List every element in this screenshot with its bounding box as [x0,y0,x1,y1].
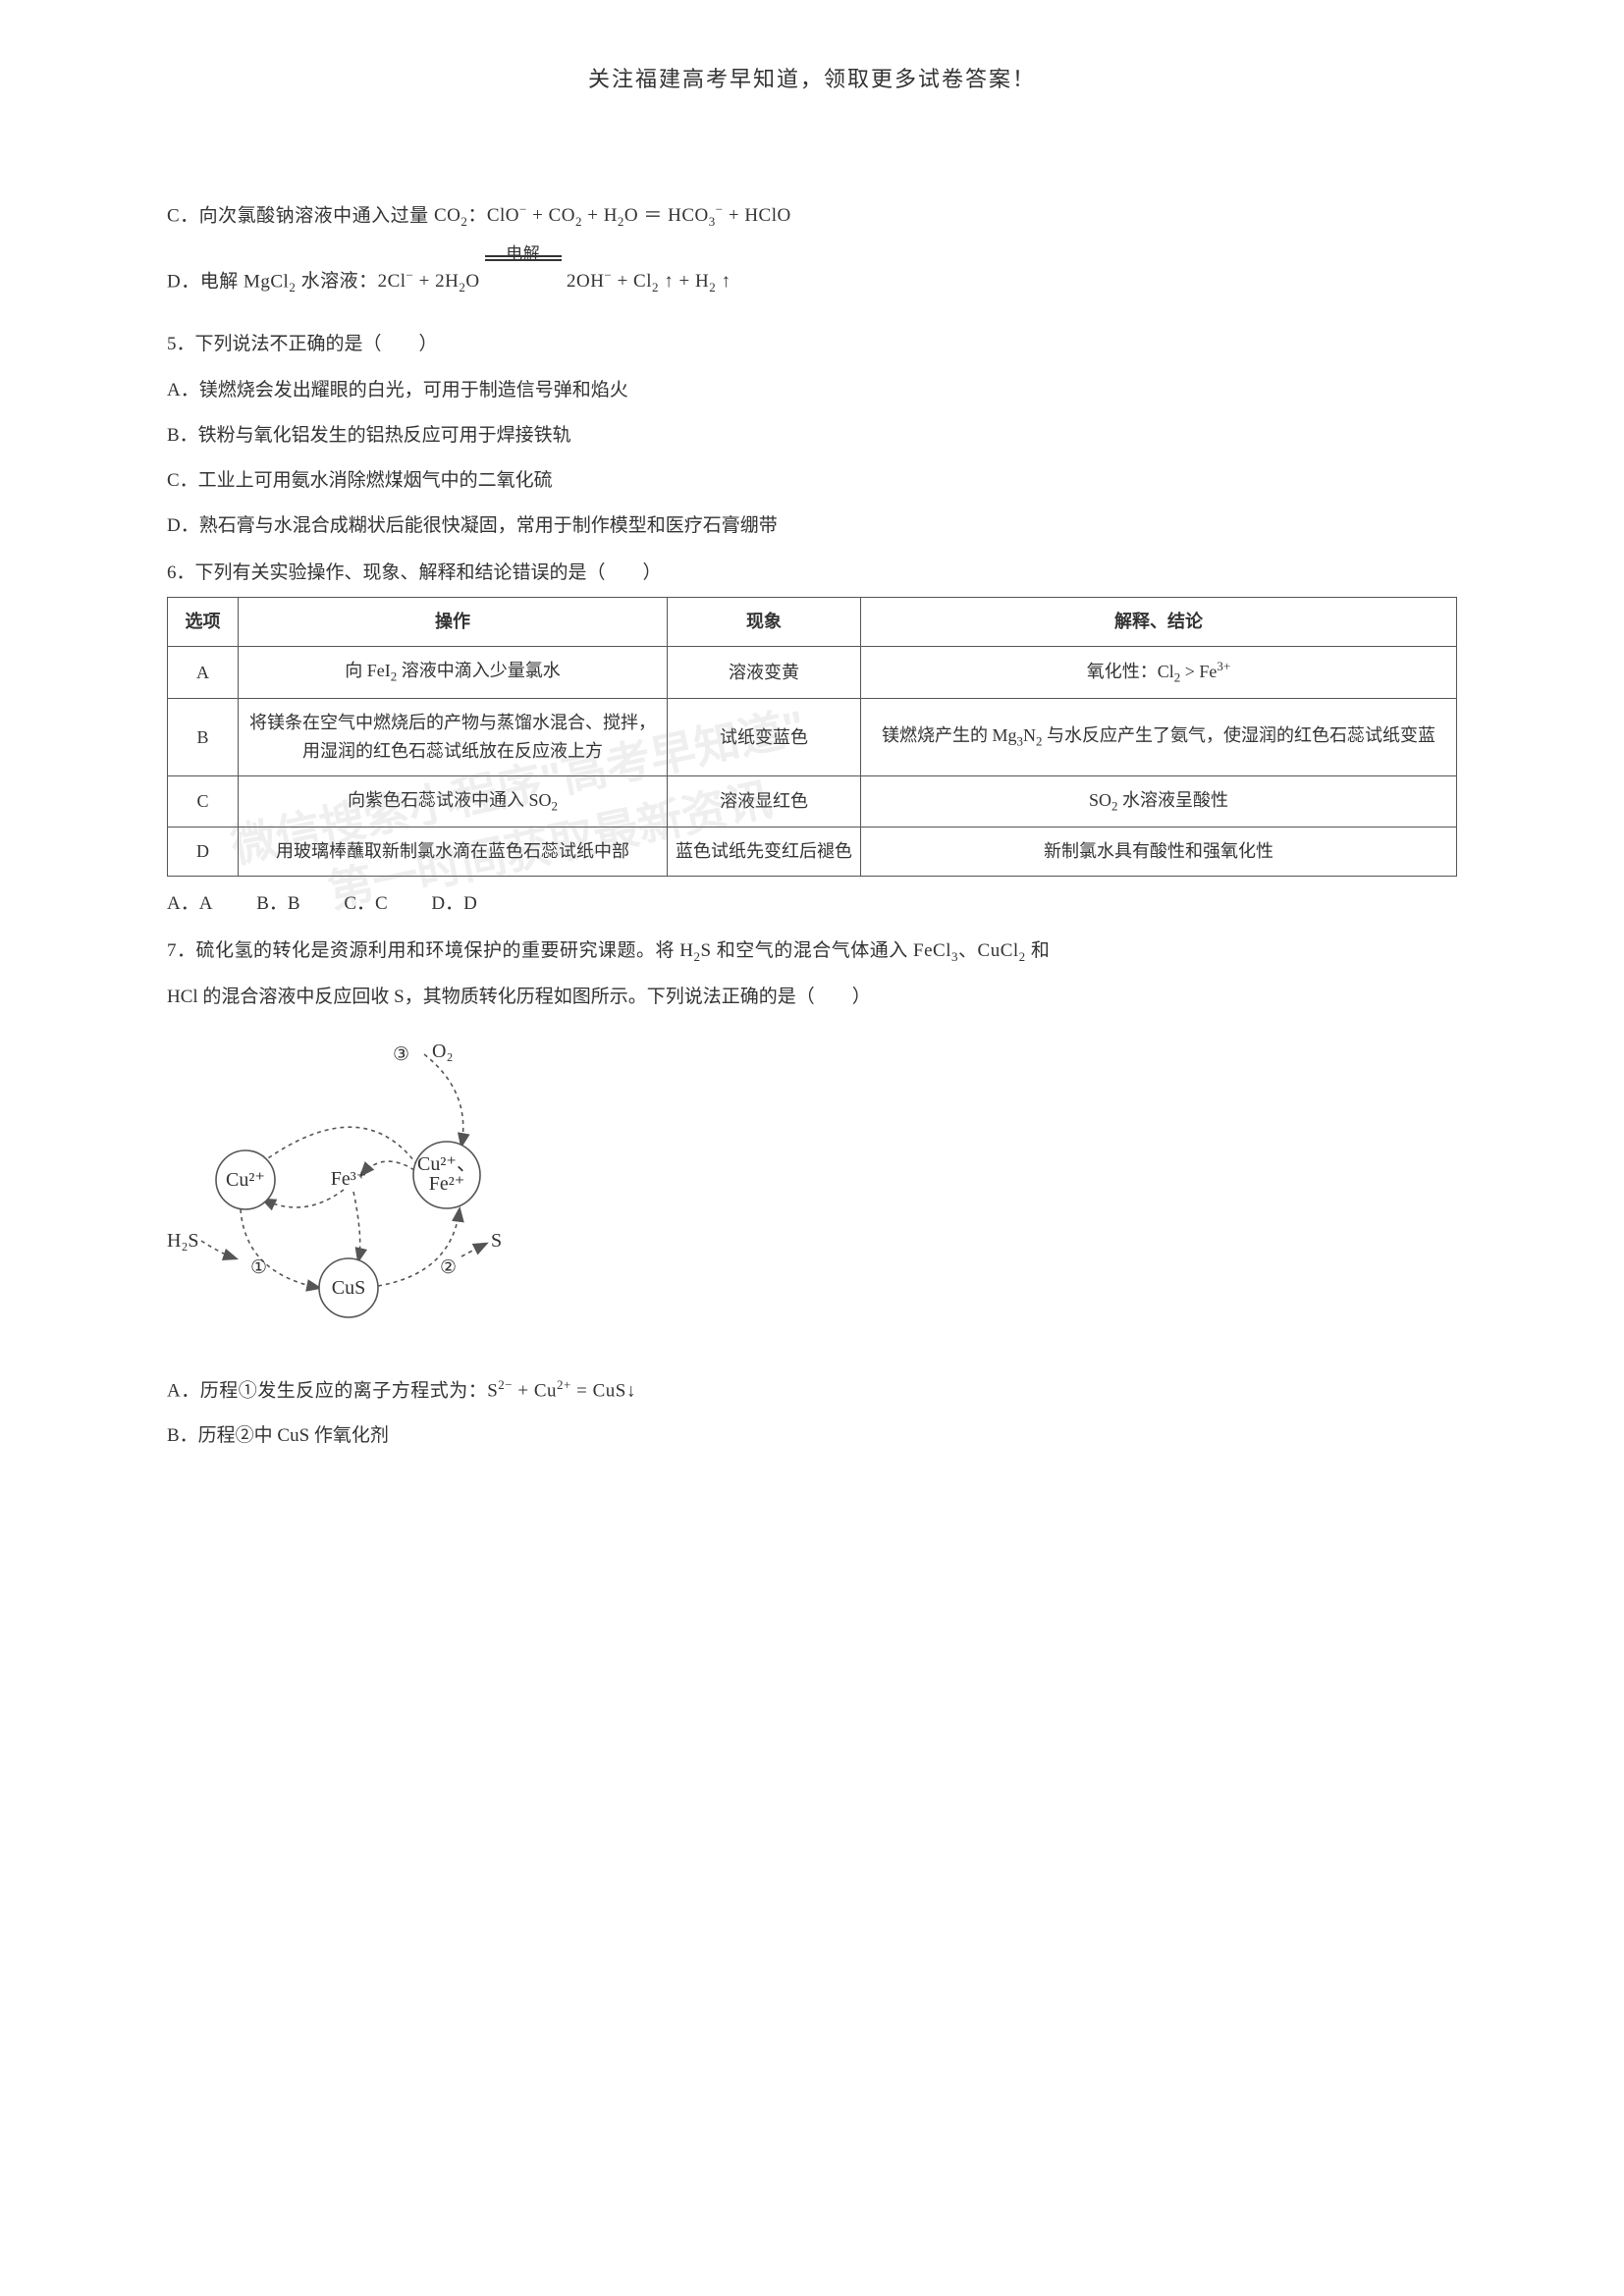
q7-optA: A．历程①发生反应的离子方程式为：S2− + Cu2+ = CuS↓ [167,1373,1457,1409]
optC-prefix: C．向次氯酸钠溶液中通入过量 [167,205,434,226]
label-step2: ② [440,1257,457,1278]
cell-opt: C [168,775,239,827]
optC-equation: CO2：ClO− + CO2 + H2O ＝ HCO3− + HClO [434,205,791,226]
table-header-row: 选项 操作 现象 解释、结论 [168,597,1457,646]
cell-concl: SO2 水溶液呈酸性 [861,775,1457,827]
node-cufe-2: Fe²⁺ [429,1173,465,1195]
q5-stem: 5．下列说法不正确的是（ ） [167,327,1457,362]
q7-diagram: Cu²⁺ Cu²⁺、 Fe²⁺ Fe³⁺ CuS O₂ ③ H₂S ① ② S [167,1033,1457,1350]
node-cufe-1: Cu²⁺、 [417,1153,476,1175]
cell-ph: 溶液变黄 [668,646,861,698]
label-h2s: H₂S [167,1230,199,1252]
node-cus: CuS [332,1277,365,1299]
prev-option-d: D．电解 MgCl2 水溶液：2Cl− + 2H2O 电解 2OH− + Cl2… [167,264,1457,300]
cell-op: 将镁条在空气中燃烧后的产物与蒸馏水混合、搅拌，用湿润的红色石蕊试纸放在反应液上方 [239,699,668,776]
table-row: D 用玻璃棒蘸取新制氯水滴在蓝色石蕊试纸中部 蓝色试纸先变红后褪色 新制氯水具有… [168,828,1457,877]
q7-stem-1: 7．硫化氢的转化是资源利用和环境保护的重要研究课题。将 H2S 和空气的混合气体… [167,934,1457,969]
page-header: 关注福建高考早知道，领取更多试卷答案！ [167,59,1457,100]
cell-op: 用玻璃棒蘸取新制氯水滴在蓝色石蕊试纸中部 [239,828,668,877]
cell-op: 向紫色石蕊试液中通入 SO2 [239,775,668,827]
cell-opt: D [168,828,239,877]
q5-optB: B．铁粉与氧化铝发生的铝热反应可用于焊接铁轨 [167,418,1457,454]
table-row: A 向 FeI2 溶液中滴入少量氯水 溶液变黄 氧化性：Cl2 > Fe3+ [168,646,1457,698]
cell-concl: 新制氯水具有酸性和强氧化性 [861,828,1457,877]
th-phenomenon: 现象 [668,597,861,646]
q6-choice-B: B．B [256,893,299,914]
optD-rhs: 2OH− + Cl2 ↑ + H2 ↑ [567,271,731,292]
q6-choice-A: A．A [167,893,212,914]
q6-table: 选项 操作 现象 解释、结论 A 向 FeI2 溶液中滴入少量氯水 溶液变黄 氧… [167,597,1457,877]
table-row: C 向紫色石蕊试液中通入 SO2 溶液显红色 SO2 水溶液呈酸性 [168,775,1457,827]
prev-option-c: C．向次氯酸钠溶液中通入过量 CO2：ClO− + CO2 + H2O ＝ HC… [167,198,1457,235]
cell-ph: 蓝色试纸先变红后褪色 [668,828,861,877]
th-operation: 操作 [239,597,668,646]
label-step1: ① [250,1257,267,1278]
label-step3: ③ [393,1044,409,1065]
cell-ph: 溶液显红色 [668,775,861,827]
node-cu2: Cu²⁺ [226,1169,265,1191]
optD-sub: 2 [289,280,296,294]
q5-optD: D．熟石膏与水混合成糊状后能很快凝固，常用于制作模型和医疗石膏绷带 [167,508,1457,544]
q6-choice-C: C．C [344,893,387,914]
q5-optA: A．镁燃烧会发出耀眼的白光，可用于制造信号弹和焰火 [167,373,1457,408]
q6-stem: 6．下列有关实验操作、现象、解释和结论错误的是（ ） [167,556,1457,591]
table-row: B 将镁条在空气中燃烧后的产物与蒸馏水混合、搅拌，用湿润的红色石蕊试纸放在反应液… [168,699,1457,776]
th-opt: 选项 [168,597,239,646]
cycle-diagram-svg: Cu²⁺ Cu²⁺、 Fe²⁺ Fe³⁺ CuS O₂ ③ H₂S ① ② S [167,1033,560,1337]
optD-prefix: D．电解 MgCl [167,271,289,292]
label-s: S [491,1230,502,1252]
node-fe3: Fe³⁺ [331,1168,367,1190]
optD-mid: 水溶液：2Cl− + 2H2O [301,271,485,292]
cell-ph: 试纸变蓝色 [668,699,861,776]
q7-optB: B．历程②中 CuS 作氧化剂 [167,1418,1457,1454]
cell-opt: A [168,646,239,698]
cell-concl: 镁燃烧产生的 Mg3N2 与水反应产生了氨气，使湿润的红色石蕊试纸变蓝 [861,699,1457,776]
cell-opt: B [168,699,239,776]
label-o2: O₂ [432,1041,453,1062]
q5-optC: C．工业上可用氨水消除燃煤烟气中的二氧化硫 [167,463,1457,499]
q7-stem-2: HCl 的混合溶液中反应回收 S，其物质转化历程如图所示。下列说法正确的是（ ） [167,980,1457,1015]
q6-table-wrap: 选项 操作 现象 解释、结论 A 向 FeI2 溶液中滴入少量氯水 溶液变黄 氧… [167,597,1457,877]
th-conclusion: 解释、结论 [861,597,1457,646]
q6-choice-D: D．D [431,893,476,914]
electrolysis-arrow: 电解 [485,264,562,299]
exam-page: 关注福建高考早知道，领取更多试卷答案！ C．向次氯酸钠溶液中通入过量 CO2：C… [0,0,1624,1542]
q6-choices: A．A B．B C．C D．D [167,886,1457,922]
cell-op: 向 FeI2 溶液中滴入少量氯水 [239,646,668,698]
cell-concl: 氧化性：Cl2 > Fe3+ [861,646,1457,698]
